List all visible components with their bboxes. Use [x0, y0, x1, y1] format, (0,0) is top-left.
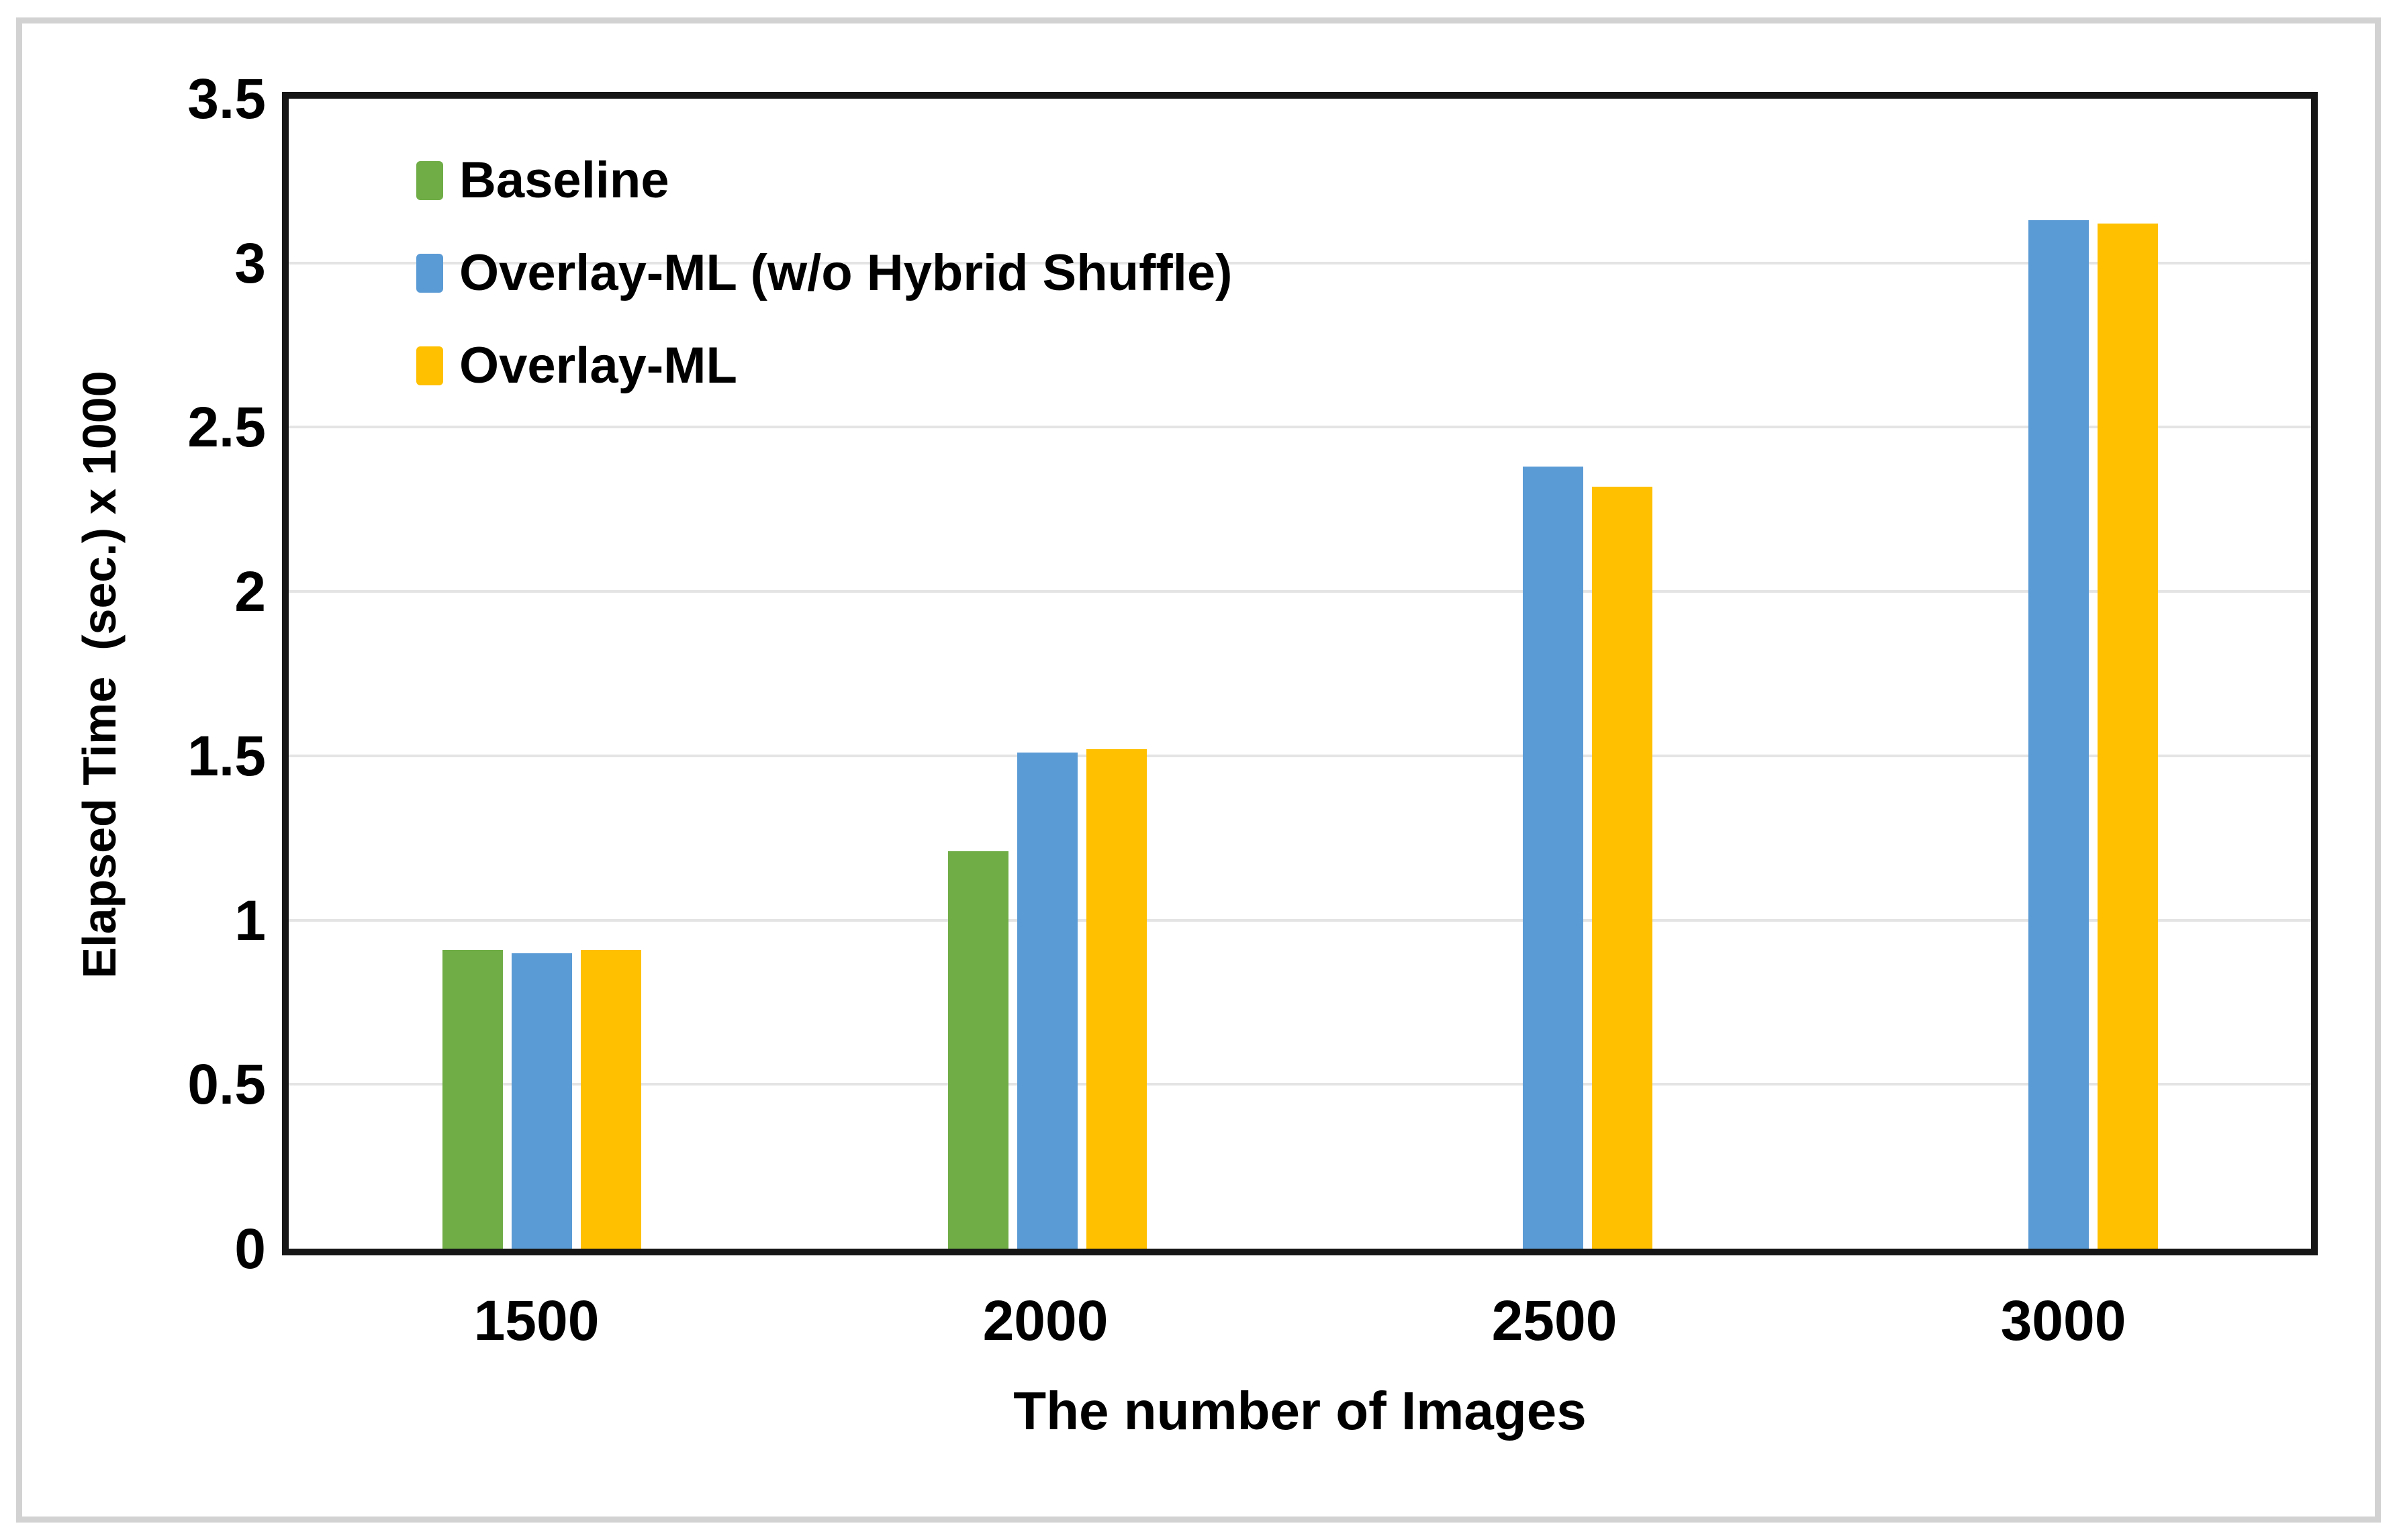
bar-baseline-2000 [947, 851, 1008, 1249]
x-tick-1500: 1500 [473, 1289, 600, 1352]
gridline-2.5 [289, 426, 2311, 429]
y-tick-3: 3 [234, 231, 266, 295]
plot-area: 3.5 3 2.5 2 1.5 1 0.5 0 Baseline Overlay-ML (w/o… [187, 70, 2318, 1277]
bar-overlay-ml-2000 [1086, 749, 1147, 1249]
bar-overlay-ml-w-o-hybrid-shuffle-2500 [1522, 467, 1583, 1249]
gridline-1 [289, 918, 2311, 922]
bar-group-2500 [1300, 99, 1805, 1249]
bars-layer [289, 99, 2311, 1249]
bar-group-3000 [1805, 99, 2311, 1249]
legend-swatch-overlay-ml [416, 346, 443, 385]
legend-item-baseline: Baseline [416, 150, 1232, 211]
y-tick-3.5: 3.5 [187, 67, 266, 130]
gridline-1.5 [289, 754, 2311, 757]
x-tick-2500: 2500 [1491, 1289, 1617, 1352]
legend: Baseline Overlay-ML (w/o Hybrid Shuffle) O… [416, 150, 1232, 397]
legend-swatch-overlay-ml-w-o-hybrid-shuffle [416, 254, 443, 293]
legend-label-overlay-ml-w-o-hybrid-shuffle: Overlay-ML (w/o Hybrid Shuffle) [459, 244, 1233, 301]
x-tick-2000: 2000 [982, 1289, 1109, 1352]
x-tick-3000: 3000 [2000, 1289, 2126, 1352]
gridline-0.5 [289, 1083, 2311, 1086]
legend-swatch-baseline [416, 161, 443, 200]
y-tick-0.5: 0.5 [187, 1053, 266, 1116]
x-axis-ticks: 1500 2000 2500 3000 [282, 1292, 2318, 1349]
y-tick-1.5: 1.5 [187, 724, 266, 787]
bar-overlay-ml-w-o-hybrid-shuffle-3000 [2028, 220, 2089, 1249]
y-tick-2: 2 [234, 560, 266, 624]
bar-overlay-ml-w-o-hybrid-shuffle-1500 [511, 953, 572, 1249]
legend-label-overlay-ml: Overlay-ML [459, 337, 737, 394]
gridline-2 [289, 590, 2311, 593]
y-axis-title: Elapsed Time (sec.) x 1000 [73, 371, 126, 979]
bar-overlay-ml-1500 [580, 949, 641, 1249]
x-axis-title: The number of Images [1013, 1381, 1587, 1441]
y-tick-1: 1 [234, 888, 266, 952]
legend-item-overlay-ml-w-o-hybrid-shuffle: Overlay-ML (w/o Hybrid Shuffle) [416, 242, 1232, 304]
legend-item-overlay-ml: Overlay-ML [416, 335, 1232, 397]
bar-overlay-ml-w-o-hybrid-shuffle-2000 [1017, 752, 1078, 1249]
bar-group-1500 [289, 99, 794, 1249]
legend-label-baseline: Baseline [459, 152, 669, 209]
y-tick-2.5: 2.5 [187, 395, 266, 459]
y-tick-0: 0 [234, 1217, 266, 1280]
gridline-3 [289, 261, 2311, 264]
bar-group-2000 [794, 99, 1300, 1249]
bar-overlay-ml-3000 [2097, 223, 2158, 1249]
bar-overlay-ml-2500 [1591, 486, 1652, 1249]
bar-baseline-1500 [442, 949, 503, 1249]
